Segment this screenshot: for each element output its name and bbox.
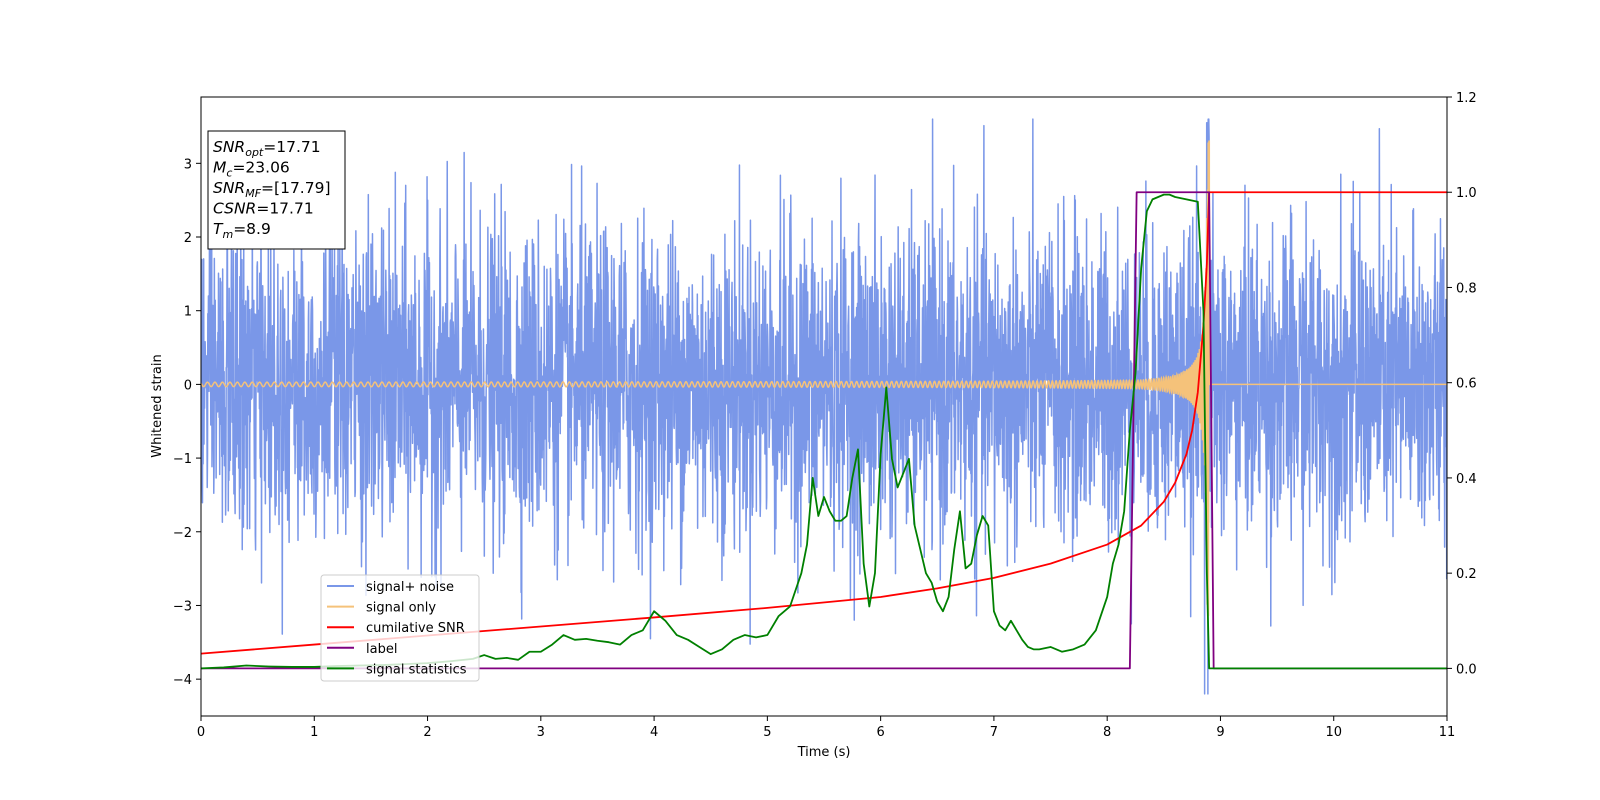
series-line-signal-statistics	[201, 193, 1447, 670]
x-tick-label: 0	[197, 725, 205, 740]
x-tick-label: 5	[763, 725, 771, 740]
info-row-name: T	[213, 220, 224, 238]
info-row-value: =17.71	[256, 200, 313, 218]
y2-tick-label: 0.4	[1456, 472, 1477, 487]
info-row-subscript: c	[226, 167, 232, 180]
x-tick-label: 8	[1103, 725, 1111, 740]
info-row-value: =8.9	[233, 220, 271, 238]
y-tick-label: 1	[184, 305, 192, 320]
legend-label: label	[366, 642, 397, 657]
legend-label: signal+ noise	[366, 580, 454, 595]
y2-tick-label: 0.8	[1456, 281, 1477, 296]
info-row-subscript: m	[222, 228, 233, 241]
info-row-name: CSNR	[213, 200, 256, 218]
x-tick-label: 6	[876, 725, 884, 740]
info-row-value: =23.06	[232, 159, 289, 177]
info-row: Tm=8.9	[213, 220, 271, 241]
info-row: CSNR=17.71	[213, 200, 314, 218]
series-layer	[201, 118, 1447, 695]
y-tick-label: −1	[173, 452, 192, 467]
legend-frame	[320, 574, 480, 682]
legend-label: signal statistics	[366, 662, 467, 677]
series-line-signal-noise	[201, 118, 1447, 695]
info-row-value: =[17.79]	[261, 179, 330, 197]
x-tick-label: 7	[990, 725, 998, 740]
x-axis: 0 1 2 3 4 5 6 7 8 9 10 11	[197, 716, 1455, 740]
plot-frame	[200, 96, 1448, 717]
info-row-value: =17.71	[263, 138, 320, 156]
info-row: SNRopt=17.71	[213, 138, 321, 159]
info-row-name: SNR	[213, 138, 245, 156]
y-tick-label: 0	[184, 378, 192, 393]
info-row: SNRMF=[17.79]	[213, 179, 331, 200]
x-axis-label: Time (s)	[797, 745, 851, 760]
y2-tick-label: 0.6	[1456, 377, 1477, 392]
info-row-subscript: MF	[245, 187, 261, 200]
info-row: Mc=23.06	[213, 159, 290, 180]
y-tick-label: −2	[173, 526, 192, 541]
y-axis-right: 0.0 0.2 0.4 0.6 0.8 1.0 1.2	[1447, 91, 1477, 677]
x-tick-label: 4	[650, 725, 658, 740]
y-tick-label: −4	[173, 673, 192, 688]
x-tick-label: 1	[310, 725, 318, 740]
series-line-cumilative-snr	[201, 191, 1447, 655]
y2-tick-label: 1.0	[1456, 186, 1477, 201]
legend-label: signal only	[366, 601, 436, 616]
y-tick-label: −3	[173, 599, 192, 614]
info-box-frame	[207, 130, 346, 250]
y-axis-left: −4 −3 −2 −1 0 1 2 3	[173, 157, 201, 688]
y-tick-label: 3	[184, 157, 192, 172]
info-row-subscript: opt	[245, 146, 264, 159]
series-line-signal-only	[201, 140, 1447, 621]
info-row-name: M	[213, 159, 226, 177]
legend: signal+ noise signal only cumilative SNR la…	[320, 574, 480, 682]
y-tick-label: 2	[184, 231, 192, 246]
x-tick-label: 3	[537, 725, 545, 740]
legend-label: cumilative SNR	[366, 621, 465, 636]
x-tick-label: 11	[1439, 725, 1456, 740]
y-axis-label: Whitened strain	[150, 354, 165, 457]
x-tick-label: 2	[423, 725, 431, 740]
info-box: SNRopt=17.71Mc=23.06SNRMF=[17.79]CSNR=17…	[207, 130, 346, 250]
x-tick-label: 9	[1216, 725, 1224, 740]
y2-tick-label: 0.2	[1456, 567, 1477, 582]
y2-tick-label: 1.2	[1456, 91, 1477, 106]
x-tick-label: 10	[1325, 725, 1342, 740]
y2-tick-label: 0.0	[1456, 662, 1477, 677]
info-row-name: SNR	[213, 179, 245, 197]
